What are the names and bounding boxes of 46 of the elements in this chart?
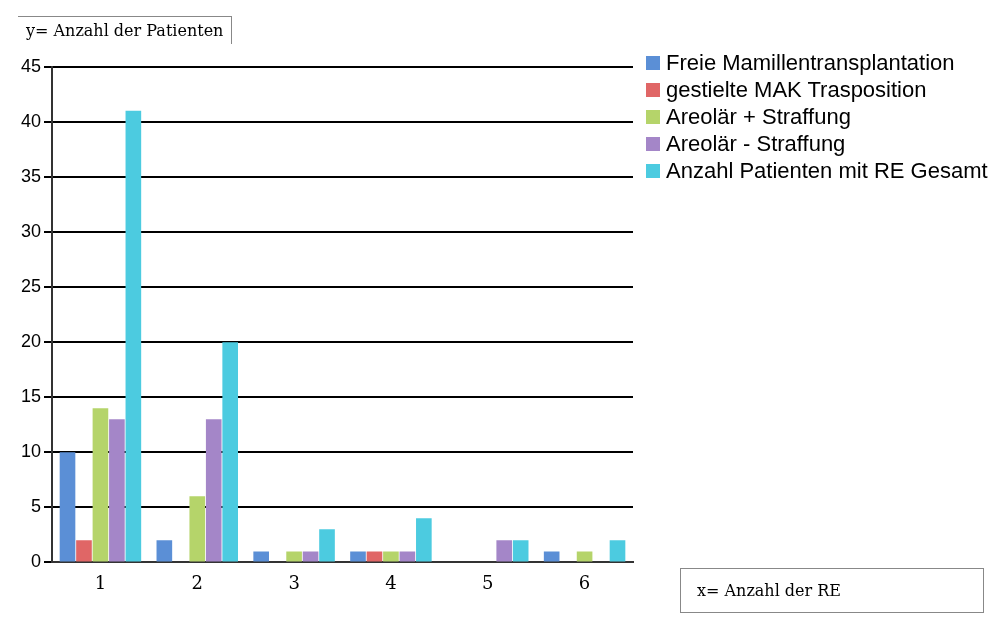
legend-label: Freie Mamillentransplantation bbox=[666, 50, 955, 75]
bar bbox=[205, 419, 222, 562]
bar bbox=[253, 551, 269, 562]
bar bbox=[286, 551, 302, 562]
bar bbox=[189, 496, 206, 562]
bar bbox=[125, 110, 142, 562]
y-tick-label: 20 bbox=[20, 331, 42, 352]
y-tick-label: 25 bbox=[20, 276, 42, 297]
bar bbox=[92, 408, 109, 562]
x-tick-label: 5 bbox=[482, 571, 494, 593]
bar bbox=[156, 540, 173, 562]
bar bbox=[319, 529, 335, 562]
y-tick-label: 15 bbox=[20, 386, 42, 407]
bar bbox=[76, 540, 92, 562]
y-tick-label: 40 bbox=[20, 110, 42, 131]
bar bbox=[543, 551, 560, 562]
bar bbox=[383, 551, 399, 562]
legend-label: Areolär - Straffung bbox=[666, 131, 846, 156]
bar bbox=[59, 452, 76, 562]
y-tick-label: 5 bbox=[31, 496, 42, 517]
bar bbox=[109, 419, 125, 562]
legend-label: Anzahl Patienten mit RE Gesamt bbox=[666, 158, 988, 183]
legend-label: gestielte MAK Trasposition bbox=[666, 77, 927, 102]
y-tick-label: 30 bbox=[20, 220, 42, 241]
x-tick-label: 6 bbox=[578, 571, 591, 593]
bar bbox=[366, 551, 383, 562]
y-tick-label: 45 bbox=[20, 55, 42, 76]
bar bbox=[576, 551, 593, 562]
bar bbox=[609, 540, 626, 562]
y-tick-label: 10 bbox=[20, 441, 42, 462]
x-axis-title: x= Anzahl der RE bbox=[680, 568, 984, 613]
x-tick-label: 2 bbox=[191, 571, 203, 593]
bar bbox=[302, 551, 319, 562]
bar bbox=[496, 540, 513, 562]
bar bbox=[399, 551, 416, 562]
legend-label: Areolär + Straffung bbox=[666, 104, 851, 129]
y-tick-label: 0 bbox=[31, 551, 42, 572]
y-tick-label: 35 bbox=[20, 165, 42, 186]
x-tick-label: 1 bbox=[94, 571, 107, 593]
x-tick-label: 3 bbox=[288, 571, 300, 593]
y-axis-title: y= Anzahl der Patienten bbox=[18, 16, 233, 44]
x-tick-label: 4 bbox=[385, 571, 397, 593]
bar bbox=[416, 518, 432, 562]
bar bbox=[512, 540, 529, 562]
bar bbox=[350, 551, 366, 562]
bar bbox=[222, 342, 239, 562]
